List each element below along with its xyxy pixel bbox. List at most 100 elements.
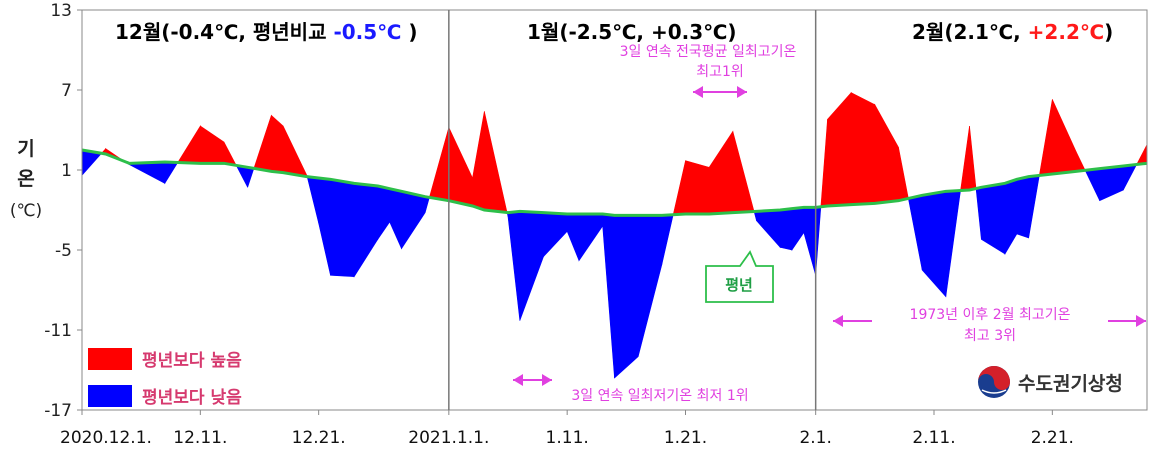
below-normal-area: [129, 161, 166, 184]
above-normal-area: [484, 111, 508, 213]
below-normal-area: [519, 211, 544, 321]
above-normal-area: [1075, 151, 1086, 172]
x-tick-label: 2021.1.1.: [408, 428, 489, 448]
above-normal-area: [271, 114, 284, 174]
below-normal-area: [578, 213, 603, 262]
logo: 수도권기상청: [978, 366, 1123, 398]
above-normal-area: [850, 92, 876, 205]
above-normal-area: [223, 141, 237, 166]
y-label-line: 기: [17, 138, 34, 160]
y-label-line: 온: [17, 168, 34, 190]
below-normal-area: [247, 166, 255, 188]
below-normal-area: [389, 188, 402, 249]
month-titles: 12월(-0.4℃, 평년비교 -0.5℃ ) 1월(-2.5℃, +0.3℃) 2…: [115, 20, 1113, 44]
below-normal-area: [756, 209, 781, 249]
y-tick-label: 7: [61, 81, 72, 101]
month-title-2: 1월(-2.5℃, +0.3℃): [527, 20, 737, 44]
feb-high-annotation-line2: 최고 3위: [964, 328, 1016, 344]
line-layer: [81, 148, 1148, 217]
below-normal-area: [318, 177, 331, 276]
below-normal-area: [401, 190, 426, 250]
normal-callout-label: 평년: [725, 276, 753, 294]
above-normal-area: [672, 160, 686, 216]
below-normal-area: [377, 185, 390, 241]
legend-label: 평년보다 낮음: [142, 388, 242, 408]
below-normal-area: [1004, 178, 1018, 256]
below-normal-area: [353, 182, 379, 278]
y-axis-ticks: 13 7 1 -5 -11 -17: [44, 1, 82, 421]
below-normal-area: [1099, 165, 1124, 202]
x-tick-label: 1.21.: [664, 428, 707, 448]
jan-low-span-arrow: [513, 374, 552, 386]
below-normal-area: [791, 206, 805, 251]
logo-text: 수도권기상청: [1018, 373, 1123, 395]
anomaly-areas: [81, 91, 1148, 379]
below-normal-area: [424, 196, 430, 213]
below-normal-area: [164, 161, 179, 185]
above-normal-area: [253, 115, 272, 172]
above-normal-area: [1136, 144, 1148, 165]
above-normal-area: [429, 127, 450, 202]
month-title-3: 2월(2.1℃, +2.2℃): [912, 20, 1113, 44]
x-tick-label: 2.21.: [1031, 428, 1074, 448]
x-tick-label: 12.11.: [173, 428, 227, 448]
below-normal-area: [614, 215, 639, 379]
below-normal-area: [543, 212, 568, 258]
x-tick-label: 2.1.: [799, 428, 831, 448]
below-normal-area: [637, 215, 663, 357]
above-normal-area: [472, 111, 485, 211]
below-normal-area: [306, 176, 319, 224]
y-axis-label: 기온 (℃): [10, 138, 42, 221]
y-tick-label: 13: [50, 1, 72, 21]
x-tick-label: 12.21.: [292, 428, 346, 448]
x-tick-label: 2020.12.1.: [60, 428, 152, 448]
feb-high-annotation-line1: 1973년 이후 2월 최고기온: [910, 307, 1071, 323]
below-normal-area: [945, 190, 961, 297]
above-normal-area: [685, 160, 710, 215]
below-normal-area: [507, 210, 521, 321]
y-tick-label: -5: [55, 241, 72, 261]
jan-high-annotation-line1: 3일 연속 전국평균 일최고기온: [620, 44, 797, 60]
y-tick-label: 1: [61, 161, 72, 181]
above-normal-area: [732, 131, 755, 213]
above-normal-area: [960, 125, 970, 191]
feb-span-arrow: [833, 315, 1146, 327]
above-normal-area: [820, 119, 828, 208]
month-title-1: 12월(-0.4℃, 평년비교 -0.5℃ ): [115, 20, 418, 44]
jan-high-annotation-line2: 최고1위: [696, 64, 744, 80]
above-normal-area: [177, 124, 201, 164]
below-normal-area: [1028, 175, 1040, 239]
below-normal-area: [1123, 164, 1138, 191]
y-tick-label: -11: [44, 321, 72, 341]
below-normal-area: [330, 178, 355, 277]
above-normal-area: [1038, 99, 1053, 176]
plot-border: [81, 9, 1148, 411]
chart-frame: [81, 9, 1148, 411]
below-normal-area: [779, 208, 793, 251]
above-normal-area: [969, 125, 977, 191]
below-normal-area: [981, 182, 1006, 255]
above-normal-area: [282, 125, 308, 178]
below-normal-area: [908, 194, 923, 271]
above-normal-area: [1052, 99, 1077, 175]
above-normal-area: [827, 91, 852, 207]
x-tick-label: 1.11.: [546, 428, 589, 448]
above-normal-area: [874, 103, 899, 204]
normal-line-callout: 평년: [705, 250, 774, 303]
below-normal-area: [815, 206, 822, 276]
above-normal-area: [898, 147, 909, 202]
above-normal-area: [448, 127, 473, 207]
below-normal-area: [235, 165, 248, 188]
legend-label: 평년보다 높음: [142, 351, 242, 371]
below-normal-area: [921, 190, 947, 298]
below-normal-area: [661, 214, 674, 265]
kma-emblem: [978, 366, 1010, 398]
jan-high-span-arrow: [693, 86, 747, 98]
legend-swatch: [88, 348, 132, 370]
x-axis-ticks: 2020.12.1. 12.11. 12.21. 2021.1.1. 1.11. 1.21…: [60, 410, 1074, 448]
below-normal-area: [1084, 168, 1100, 201]
jan-low-annotation: 3일 연속 일최저기온 최저 1위: [571, 388, 748, 404]
